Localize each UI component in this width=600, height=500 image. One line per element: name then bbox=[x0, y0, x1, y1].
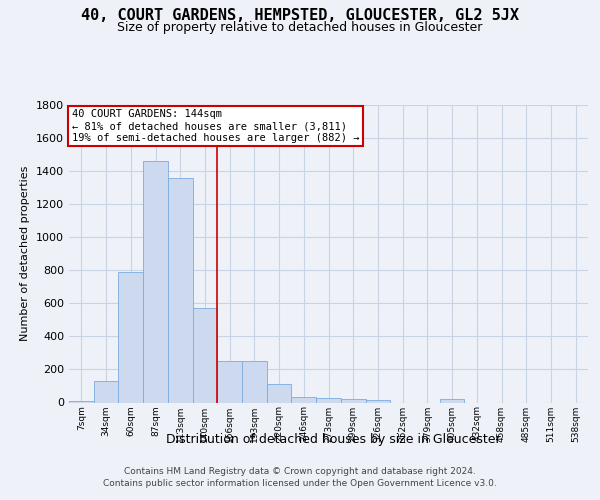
Bar bbox=[193, 308, 217, 402]
Bar bbox=[316, 398, 341, 402]
Text: Contains HM Land Registry data © Crown copyright and database right 2024.: Contains HM Land Registry data © Crown c… bbox=[124, 467, 476, 476]
Text: 40, COURT GARDENS, HEMPSTED, GLOUCESTER, GL2 5JX: 40, COURT GARDENS, HEMPSTED, GLOUCESTER,… bbox=[81, 8, 519, 22]
Text: Size of property relative to detached houses in Gloucester: Size of property relative to detached ho… bbox=[118, 21, 482, 34]
Bar bbox=[69, 401, 94, 402]
Text: Distribution of detached houses by size in Gloucester: Distribution of detached houses by size … bbox=[166, 432, 500, 446]
Bar bbox=[440, 399, 464, 402]
Bar bbox=[267, 384, 292, 402]
Bar bbox=[118, 272, 143, 402]
Bar bbox=[242, 361, 267, 403]
Text: 40 COURT GARDENS: 144sqm
← 81% of detached houses are smaller (3,811)
19% of sem: 40 COURT GARDENS: 144sqm ← 81% of detach… bbox=[71, 110, 359, 142]
Bar bbox=[168, 178, 193, 402]
Bar bbox=[292, 396, 316, 402]
Bar bbox=[341, 399, 365, 402]
Bar bbox=[365, 400, 390, 402]
Text: Contains public sector information licensed under the Open Government Licence v3: Contains public sector information licen… bbox=[103, 478, 497, 488]
Bar bbox=[143, 161, 168, 402]
Y-axis label: Number of detached properties: Number of detached properties bbox=[20, 166, 31, 342]
Bar bbox=[217, 361, 242, 403]
Bar bbox=[94, 381, 118, 402]
